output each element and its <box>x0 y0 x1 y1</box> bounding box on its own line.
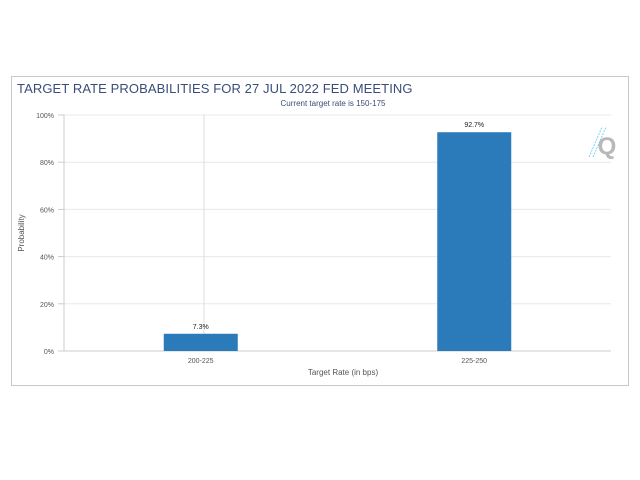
x-tick-label: 225-250 <box>461 358 487 365</box>
data-label: 7.3% <box>193 324 209 331</box>
watermark-logo: Q <box>588 126 617 160</box>
data-label: 92.7% <box>464 122 484 129</box>
chart-svg: Current target rate is 150-175 Q 7.3% 92.… <box>17 99 617 377</box>
y-tick-label: 100% <box>36 113 54 120</box>
bar-225-250 <box>437 132 512 351</box>
chart-subtitle: Current target rate is 150-175 <box>281 99 386 108</box>
y-tick-label: 0% <box>44 349 54 356</box>
y-axis-title: Probability <box>17 214 26 251</box>
y-tick-label: 20% <box>40 302 54 309</box>
y-tick-label: 40% <box>40 255 54 262</box>
svg-text:Q: Q <box>598 133 617 160</box>
bar-200-225 <box>163 333 238 351</box>
y-tick-label: 80% <box>40 160 54 167</box>
y-tick-label: 60% <box>40 207 54 214</box>
chart-container: TARGET RATE PROBABILITIES FOR 27 JUL 202… <box>11 76 629 386</box>
x-axis-title: Target Rate (in bps) <box>308 368 379 377</box>
chart-title: TARGET RATE PROBABILITIES FOR 27 JUL 202… <box>17 81 413 96</box>
x-tick-label: 200-225 <box>188 358 214 365</box>
